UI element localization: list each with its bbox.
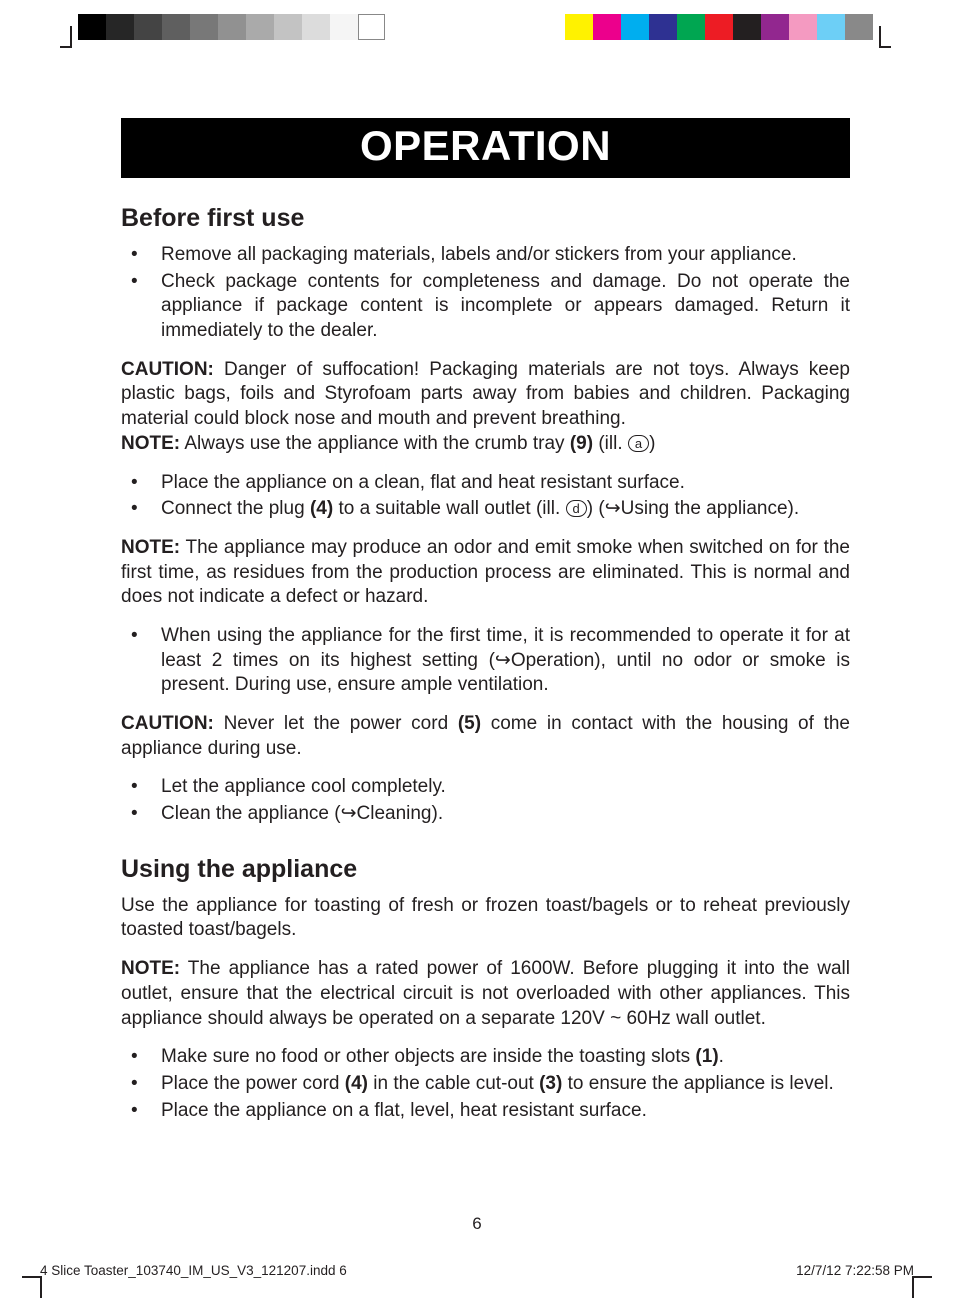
crop-mark	[60, 26, 72, 48]
intro-paragraph: Use the appliance for toasting of fresh …	[121, 894, 850, 943]
grayscale-swatches	[78, 14, 385, 48]
registration-bar-left	[60, 14, 385, 48]
list-item: Make sure no food or other objects are i…	[121, 1045, 850, 1070]
caution-paragraph: CAUTION: Danger of suffocation! Packagin…	[121, 358, 850, 432]
section-banner: OPERATION	[121, 118, 850, 178]
registration-bar-right	[565, 14, 891, 48]
crop-mark-bottom-right	[912, 1276, 932, 1298]
list-item: Place the power cord (4) in the cable cu…	[121, 1072, 850, 1097]
note-label: NOTE:	[121, 958, 180, 979]
illustration-ref-d: d	[566, 500, 587, 517]
crop-mark	[879, 26, 891, 48]
heading-using-appliance: Using the appliance	[121, 855, 850, 884]
heading-before-first-use: Before first use	[121, 204, 850, 233]
list: Place the appliance on a clean, flat and…	[121, 471, 850, 522]
list: Remove all packaging materials, labels a…	[121, 243, 850, 344]
note-paragraph: NOTE: The appliance has a rated power of…	[121, 957, 850, 1031]
list-item: Check package contents for completeness …	[121, 270, 850, 344]
list-item: Let the appliance cool completely.	[121, 775, 850, 800]
caution-label: CAUTION:	[121, 359, 214, 380]
footer-timestamp: 12/7/12 7:22:58 PM	[796, 1263, 914, 1278]
list-item: Place the appliance on a flat, level, he…	[121, 1099, 850, 1124]
list: Make sure no food or other objects are i…	[121, 1045, 850, 1123]
list: When using the appliance for the first t…	[121, 624, 850, 698]
print-footer: 4 Slice Toaster_103740_IM_US_V3_121207.i…	[40, 1263, 914, 1278]
crop-mark-bottom-left	[22, 1276, 42, 1298]
page-content: OPERATION Before first use Remove all pa…	[121, 118, 850, 1125]
color-swatches	[565, 14, 873, 48]
note-paragraph: NOTE: Always use the appliance with the …	[121, 432, 850, 457]
caution-paragraph: CAUTION: Never let the power cord (5) co…	[121, 712, 850, 761]
illustration-ref-a: a	[628, 435, 649, 452]
list-item: Connect the plug (4) to a suitable wall …	[121, 497, 850, 522]
note-label: NOTE:	[121, 537, 180, 558]
list: Let the appliance cool completely. Clean…	[121, 775, 850, 826]
list-item: Place the appliance on a clean, flat and…	[121, 471, 850, 496]
caution-label: CAUTION:	[121, 713, 214, 734]
footer-filename: 4 Slice Toaster_103740_IM_US_V3_121207.i…	[40, 1263, 347, 1278]
page-number: 6	[0, 1214, 954, 1234]
list-item: Remove all packaging materials, labels a…	[121, 243, 850, 268]
note-paragraph: NOTE: The appliance may produce an odor …	[121, 536, 850, 610]
list-item: When using the appliance for the first t…	[121, 624, 850, 698]
note-label: NOTE:	[121, 433, 180, 454]
list-item: Clean the appliance (↪Cleaning).	[121, 802, 850, 827]
